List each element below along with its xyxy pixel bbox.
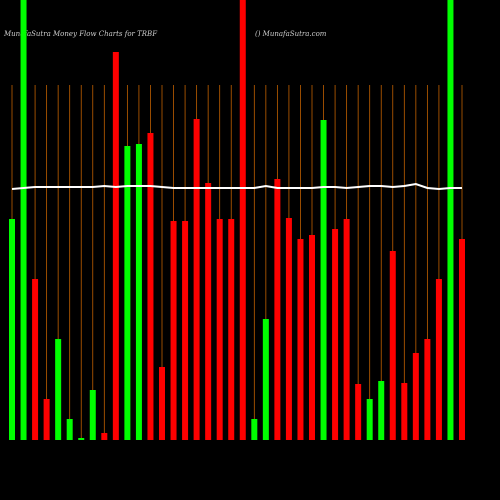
bar [32, 279, 39, 440]
bar [101, 433, 108, 440]
bar [159, 367, 165, 440]
bar [285, 218, 292, 440]
bar [343, 219, 350, 440]
bar [251, 419, 258, 440]
bar [182, 221, 189, 440]
bar [216, 219, 223, 440]
bar [355, 384, 362, 440]
bar [43, 399, 50, 440]
bar [262, 319, 269, 440]
bar [193, 119, 200, 440]
bar [378, 381, 385, 440]
bar [274, 179, 281, 440]
bar [366, 399, 373, 440]
bar [205, 183, 212, 440]
bar [332, 229, 339, 440]
bar [447, 0, 454, 440]
bar [239, 0, 246, 440]
bar [228, 219, 235, 440]
bar [424, 339, 431, 440]
bar [112, 52, 119, 440]
bar [401, 383, 408, 440]
bar [55, 339, 62, 440]
chart-title: MunafaSutra Money Flow Charts for TRBF [3, 30, 158, 38]
bar [9, 219, 15, 440]
bar [320, 120, 327, 440]
bar [89, 390, 96, 440]
money-flow-line [11, 182, 462, 191]
bar [147, 133, 154, 440]
bar [435, 279, 442, 440]
chart-subtitle: () MunafaSutra.com [255, 30, 327, 38]
bar [412, 353, 419, 440]
bar [389, 251, 396, 440]
bar [309, 235, 315, 440]
bar [170, 221, 177, 440]
bar [20, 0, 27, 440]
bar [124, 146, 131, 440]
bar [297, 239, 304, 440]
bar [459, 239, 465, 440]
bar [78, 438, 85, 440]
bar [66, 419, 73, 440]
bar [135, 144, 142, 440]
